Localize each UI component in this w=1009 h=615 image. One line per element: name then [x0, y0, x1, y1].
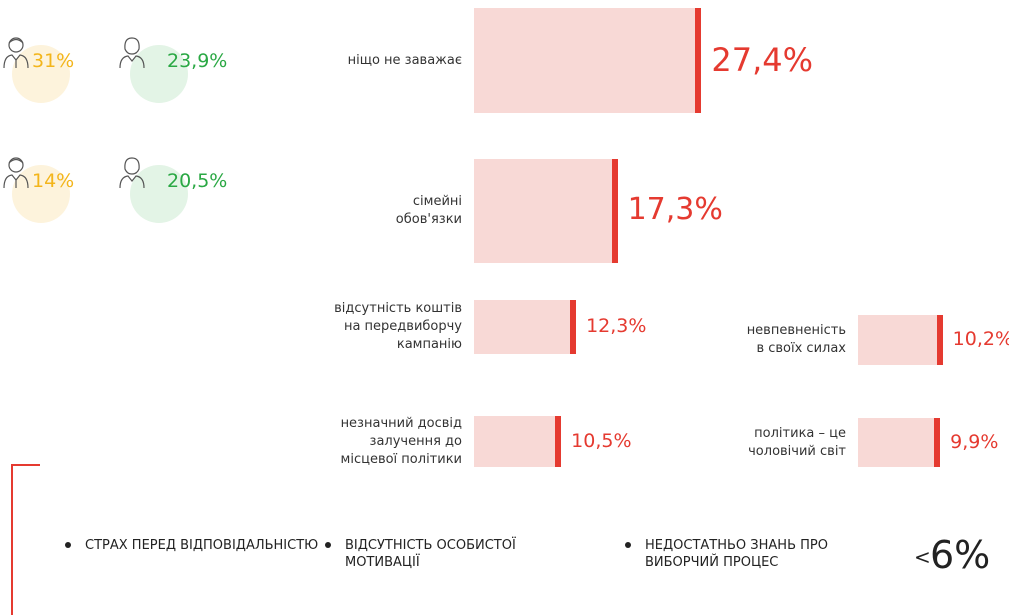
- bar: [474, 416, 562, 467]
- bar-value: 27,4%: [711, 40, 814, 79]
- bar-value: 9,9%: [950, 430, 999, 453]
- bar-value: 10,2%: [952, 328, 1009, 351]
- bar-label: відсутність коштів на передвиборчу кампа…: [334, 301, 462, 352]
- female-circle: [130, 165, 188, 223]
- bar-label: політика – це чоловічий світ: [748, 425, 846, 459]
- bar-label: незначний досвід залучення до місцевої п…: [340, 415, 462, 467]
- female-icon: [119, 37, 145, 69]
- bullet-item: ВІДСУТНІСТЬ ОСОБИСТОЇ МОТИВАЦІЇ: [325, 537, 585, 571]
- bar: [474, 300, 577, 354]
- bar-value: 17,3%: [627, 192, 723, 228]
- bullet-item: СТРАХ ПЕРЕД ВІДПОВІДАЛЬНІСТЮ: [65, 537, 325, 554]
- female-circle: [130, 45, 188, 103]
- female-value: 20,5%: [167, 170, 228, 192]
- male-value: 14%: [32, 170, 75, 192]
- bar-value: 10,5%: [571, 429, 632, 452]
- bar-label: нiщо не заважає: [347, 52, 462, 68]
- bar: [474, 159, 618, 263]
- bar-label: невпевненість в своїх силах: [746, 323, 846, 356]
- others-value: 6%: [930, 533, 991, 577]
- bar-value: 12,3%: [586, 315, 647, 338]
- bracket: [11, 464, 40, 615]
- bullet-item: НЕДОСТАТНЬО ЗНАНЬ ПРО ВИБОРЧИЙ ПРОЦЕС: [625, 537, 885, 571]
- male-icon: [3, 37, 29, 69]
- female-value: 23,9%: [167, 50, 228, 72]
- female-icon: [119, 157, 145, 189]
- bar: [858, 315, 943, 365]
- male-circle: [12, 165, 70, 223]
- male-icon: [3, 157, 29, 189]
- bar-label: сімейні обов'язки: [395, 194, 462, 227]
- male-value: 31%: [32, 50, 75, 72]
- bar: [474, 8, 702, 113]
- bar: [858, 418, 941, 467]
- male-circle: [12, 45, 70, 103]
- less-than: <: [914, 545, 931, 569]
